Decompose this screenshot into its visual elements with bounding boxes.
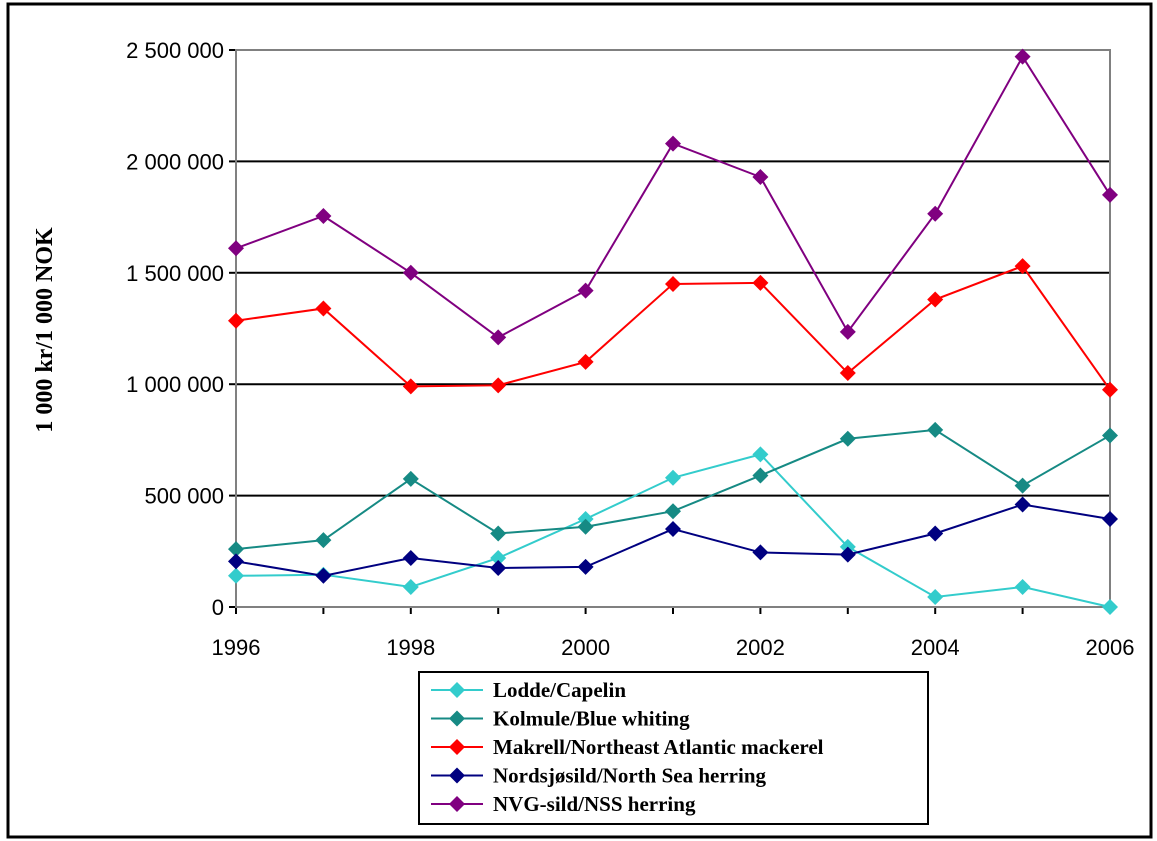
data-point <box>927 291 944 308</box>
legend-box <box>418 671 929 825</box>
legend-label: Nordsjøsild/North Sea herring <box>493 764 767 788</box>
data-point <box>927 525 944 542</box>
legend-marker <box>449 767 465 784</box>
x-tick-label: 1996 <box>212 635 261 660</box>
data-point <box>402 549 419 566</box>
legend-label: Makrell/Northeast Atlantic mackerel <box>493 735 824 759</box>
data-point <box>1014 477 1031 494</box>
data-point <box>752 544 769 561</box>
series-group <box>228 48 1118 615</box>
data-point <box>1014 48 1031 65</box>
y-tick-label: 1 000 000 <box>126 372 224 397</box>
data-point <box>1014 496 1031 513</box>
legend-marker <box>449 710 465 727</box>
legend: Lodde/Capelin Kolmule/Blue whiting Makrell… <box>418 671 929 825</box>
data-point <box>402 378 419 395</box>
data-point <box>402 470 419 487</box>
legend-marker <box>449 739 465 755</box>
data-point <box>752 467 769 484</box>
legend-label: Kolmule/Blue whiting <box>493 707 690 731</box>
data-point <box>665 469 681 486</box>
data-point <box>315 532 332 549</box>
data-point <box>490 525 507 542</box>
data-point <box>1014 258 1031 275</box>
legend-marker <box>449 682 465 698</box>
data-point <box>490 329 507 346</box>
tick-labels: 0 500 000 1 000 000 1 500 000 2 000 000 2 500… <box>126 38 1134 660</box>
data-point <box>1014 578 1031 595</box>
legend-item: NVG-sild/NSS herring <box>431 792 696 816</box>
y-tick-label: 2 500 000 <box>126 38 224 63</box>
y-tick-label: 1 500 000 <box>126 261 224 286</box>
data-point <box>315 300 332 317</box>
data-point <box>665 503 681 520</box>
data-point <box>665 275 681 292</box>
data-point <box>228 541 244 558</box>
data-point <box>1102 186 1118 203</box>
legend-item: Makrell/Northeast Atlantic mackerel <box>431 735 824 759</box>
x-tick-label: 2002 <box>736 635 785 660</box>
data-point <box>665 521 681 538</box>
data-point <box>402 578 419 595</box>
data-point <box>839 546 856 563</box>
data-point <box>577 353 594 370</box>
legend-item: Lodde/Capelin <box>431 678 626 702</box>
data-point <box>577 282 594 299</box>
data-point <box>228 567 244 584</box>
data-point <box>228 553 244 570</box>
data-point <box>315 567 332 584</box>
data-point <box>927 205 944 222</box>
data-point <box>752 168 769 185</box>
legend-label: Lodde/Capelin <box>493 678 626 702</box>
data-point <box>228 312 244 329</box>
y-axis-title: 1 000 kr/1 000 NOK <box>32 227 58 433</box>
data-point <box>490 377 507 394</box>
data-point <box>1102 510 1118 527</box>
data-point <box>402 264 419 281</box>
data-point <box>839 323 856 340</box>
data-point <box>839 365 856 382</box>
data-point <box>490 549 507 566</box>
data-point <box>839 430 856 447</box>
series-Nordsjøsild/North Sea herring <box>228 496 1118 584</box>
data-point <box>927 421 944 438</box>
y-tick-label: 500 000 <box>144 484 224 509</box>
series-Kolmule/Blue whiting <box>228 421 1118 558</box>
x-tick-label: 2006 <box>1086 635 1135 660</box>
series-NVG-sild/NSS herring <box>228 48 1118 346</box>
data-point <box>490 560 507 577</box>
data-point <box>228 240 244 257</box>
data-point <box>752 446 769 463</box>
data-point <box>1102 427 1118 444</box>
data-point <box>927 588 944 605</box>
data-point <box>577 518 594 535</box>
legend-marker <box>449 796 465 812</box>
legend-item: Nordsjøsild/North Sea herring <box>431 764 767 788</box>
data-point <box>665 135 681 152</box>
data-point <box>315 207 332 224</box>
y-tick-label: 2 000 000 <box>126 149 224 174</box>
data-point <box>1102 381 1118 398</box>
series-Makrell/Northeast Atlantic mackerel <box>228 258 1118 398</box>
x-tick-label: 2000 <box>561 635 610 660</box>
y-tick-label: 0 <box>212 595 224 620</box>
legend-label: NVG-sild/NSS herring <box>493 792 696 816</box>
data-point <box>752 274 769 291</box>
x-tick-label: 2004 <box>911 635 960 660</box>
data-point <box>577 558 594 575</box>
legend-item: Kolmule/Blue whiting <box>431 707 690 731</box>
data-point <box>1102 599 1118 615</box>
x-tick-label: 1998 <box>386 635 435 660</box>
